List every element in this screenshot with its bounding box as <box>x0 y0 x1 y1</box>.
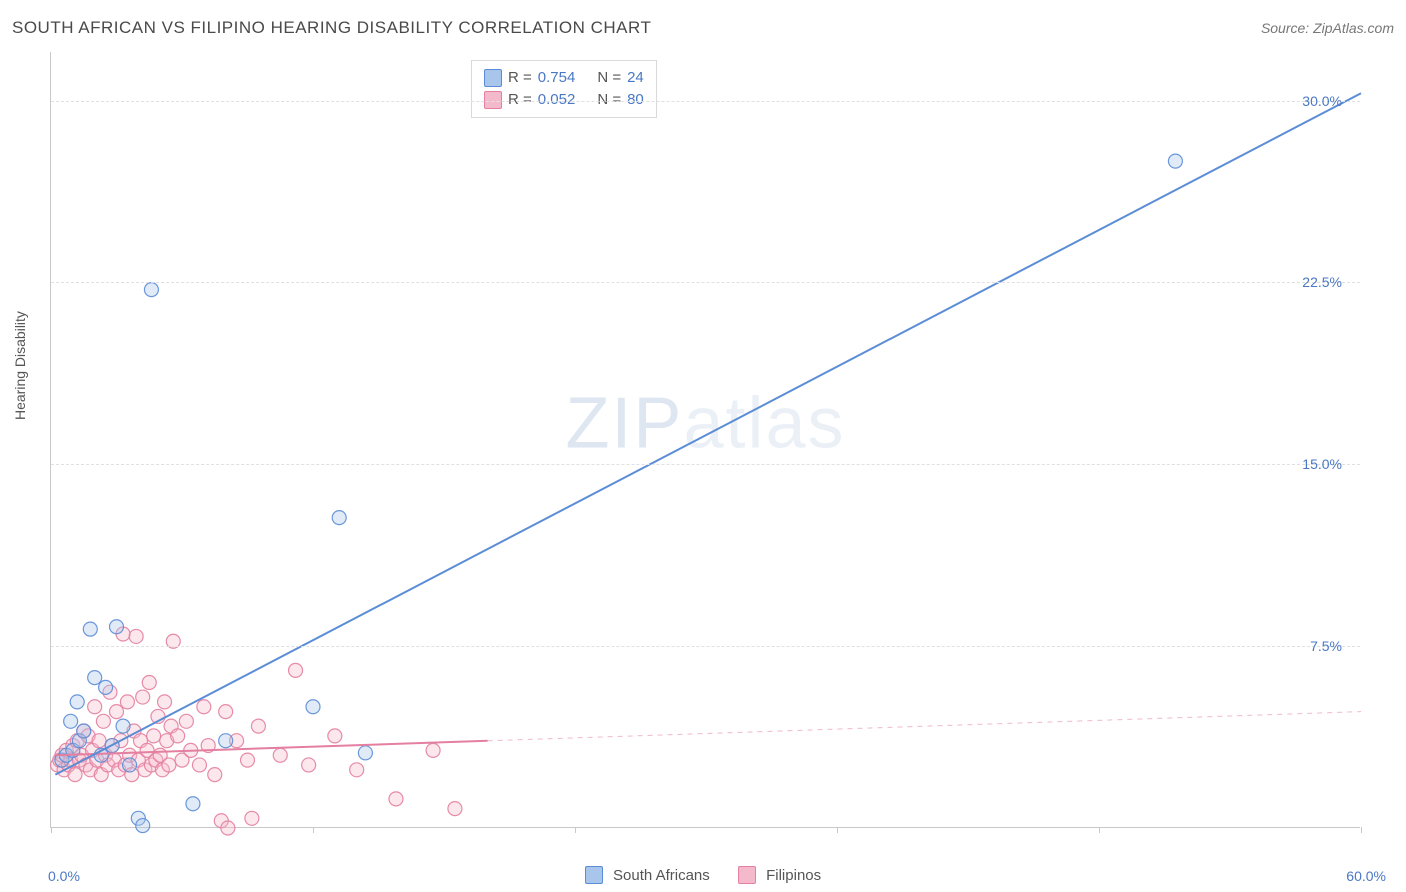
y-tick-label: 22.5% <box>1302 274 1342 290</box>
y-tick-label: 30.0% <box>1302 93 1342 109</box>
series-a-label: South Africans <box>613 867 710 884</box>
y-tick-label: 7.5% <box>1310 638 1342 654</box>
r-label: R = <box>508 67 532 89</box>
chart-title: SOUTH AFRICAN VS FILIPINO HEARING DISABI… <box>12 18 651 38</box>
n-label: N = <box>597 67 621 89</box>
y-axis-label: Hearing Disability <box>12 311 28 420</box>
swatch-series-a-bottom <box>585 866 603 884</box>
chart-svg <box>51 52 1360 827</box>
n-value-a: 24 <box>627 67 644 89</box>
stats-legend: R = 0.754 N = 24 R = 0.052 N = 80 <box>471 60 657 118</box>
y-tick-label: 15.0% <box>1302 456 1342 472</box>
series-legend: South Africans Filipinos <box>0 866 1406 884</box>
series-b-label: Filipinos <box>766 867 821 884</box>
swatch-series-a <box>484 69 502 87</box>
stats-legend-row: R = 0.754 N = 24 <box>484 67 644 89</box>
source-label: Source: ZipAtlas.com <box>1261 20 1394 36</box>
plot-area: ZIPatlas R = 0.754 N = 24 R = 0.052 N = … <box>50 52 1360 828</box>
swatch-series-b-bottom <box>738 866 756 884</box>
r-value-a: 0.754 <box>538 67 576 89</box>
